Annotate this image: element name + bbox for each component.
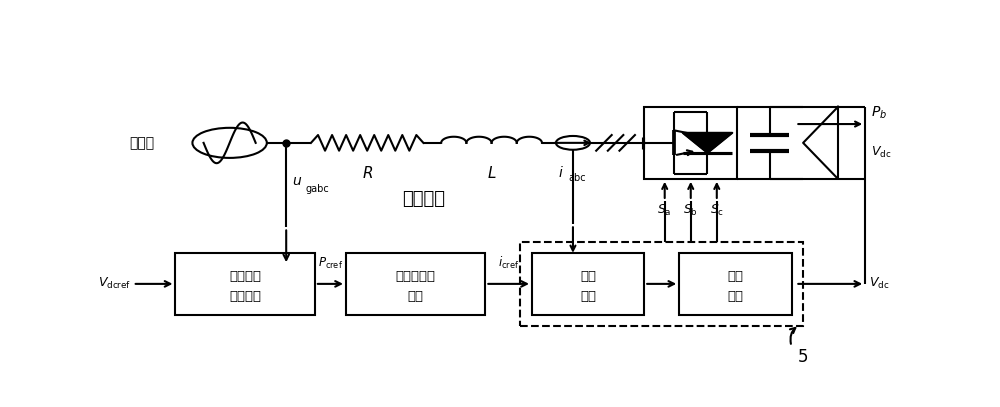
Text: $L$: $L$ xyxy=(487,165,496,181)
Text: $P_{\mathrm{cref}}$: $P_{\mathrm{cref}}$ xyxy=(318,256,343,271)
Text: $u$: $u$ xyxy=(292,174,303,188)
Bar xyxy=(346,252,485,315)
FancyArrowPatch shape xyxy=(790,328,795,344)
Text: 电流参考值: 电流参考值 xyxy=(396,269,436,282)
Text: gabc: gabc xyxy=(306,184,329,194)
Text: 并网点: 并网点 xyxy=(129,136,154,150)
Text: $V_{\mathrm{dcref}}$: $V_{\mathrm{dcref}}$ xyxy=(98,276,131,291)
Bar xyxy=(644,107,737,179)
Text: 电压控制: 电压控制 xyxy=(229,290,261,303)
Text: 脉宽: 脉宽 xyxy=(727,269,743,282)
Text: 直流链路: 直流链路 xyxy=(229,269,261,282)
Bar xyxy=(175,252,315,315)
Text: 5: 5 xyxy=(798,348,808,366)
Text: $S_\mathrm{a}$: $S_\mathrm{a}$ xyxy=(657,202,672,217)
Text: abc: abc xyxy=(568,173,586,183)
Text: 生成: 生成 xyxy=(408,290,424,303)
Text: 控制: 控制 xyxy=(580,290,596,303)
Text: 调制: 调制 xyxy=(727,290,743,303)
Text: $S_\mathrm{b}$: $S_\mathrm{b}$ xyxy=(683,202,698,217)
Text: $i$: $i$ xyxy=(558,165,564,180)
Text: $i_{\mathrm{cref}}$: $i_{\mathrm{cref}}$ xyxy=(498,255,519,271)
Text: $S_\mathrm{c}$: $S_\mathrm{c}$ xyxy=(710,202,724,217)
Bar xyxy=(679,252,792,315)
Bar xyxy=(520,242,803,326)
Text: $P_b$: $P_b$ xyxy=(871,105,887,121)
Text: 控制系统: 控制系统 xyxy=(402,190,445,208)
Text: $R$: $R$ xyxy=(362,165,373,181)
Polygon shape xyxy=(683,133,732,153)
Text: 电流: 电流 xyxy=(580,269,596,282)
Text: $V_{\mathrm{dc}}$: $V_{\mathrm{dc}}$ xyxy=(871,145,892,160)
Text: $V_{\mathrm{dc}}$: $V_{\mathrm{dc}}$ xyxy=(869,276,889,291)
Bar xyxy=(532,252,644,315)
